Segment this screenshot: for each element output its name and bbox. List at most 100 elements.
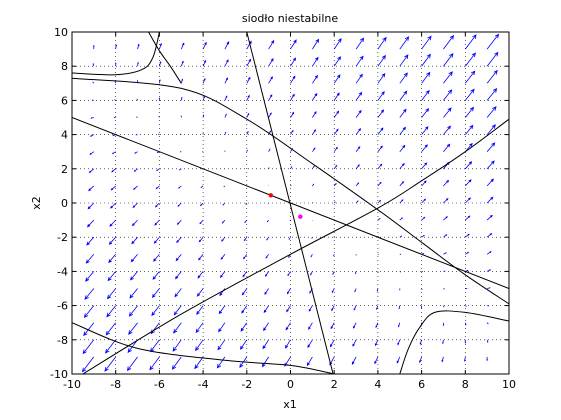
field-arrow [443, 125, 451, 135]
field-arrow [178, 185, 182, 189]
y-tick-label: -8 [57, 334, 68, 347]
field-arrow [355, 91, 363, 101]
field-arrow [111, 168, 116, 173]
field-arrow [421, 180, 427, 187]
field-arrow [133, 168, 138, 172]
field-arrow [85, 271, 95, 282]
x-tick-label: 8 [462, 378, 469, 391]
field-arrow [352, 339, 357, 347]
field-arrow [126, 356, 138, 372]
field-arrow [196, 288, 204, 297]
field-arrow [290, 129, 294, 135]
field-arrow [443, 216, 448, 221]
field-arrow [332, 271, 335, 276]
field-arrow [290, 75, 296, 84]
field-arrow [221, 236, 226, 242]
field-arrow [268, 94, 273, 101]
field-arrow [243, 254, 248, 260]
field-arrow [354, 288, 357, 293]
field-arrow [333, 92, 340, 101]
field-arrow [443, 252, 447, 255]
field-arrow [86, 236, 95, 246]
field-arrow [224, 41, 230, 50]
field-arrow [399, 144, 406, 152]
field-arrow [333, 201, 336, 204]
field-arrow [464, 34, 477, 50]
field-arrow [114, 62, 117, 67]
field-arrow [198, 236, 204, 243]
field-arrow [151, 288, 160, 299]
field-arrow [268, 167, 270, 169]
field-arrow [443, 305, 445, 308]
field-arrow [443, 143, 451, 152]
field-arrow [355, 127, 362, 135]
field-arrow [465, 161, 473, 170]
marker-point [268, 193, 274, 198]
field-arrow [153, 254, 160, 262]
field-arrow [311, 237, 313, 239]
field-arrow [333, 128, 339, 135]
field-arrow [239, 339, 248, 350]
field-arrow [443, 179, 450, 187]
field-arrow [421, 53, 431, 67]
field-arrow [106, 305, 117, 318]
field-arrow [443, 71, 453, 84]
field-arrow [195, 322, 204, 334]
y-tick-label: -6 [57, 300, 68, 313]
field-arrow [464, 322, 467, 326]
field-arrow [333, 110, 340, 118]
field-arrow [92, 81, 95, 84]
field-arrow [465, 233, 470, 238]
field-arrow [266, 219, 269, 223]
field-arrow [180, 78, 184, 84]
field-arrow [398, 305, 401, 310]
field-arrow [442, 322, 445, 327]
field-arrow [421, 35, 432, 50]
x-tick-label: -4 [198, 378, 209, 391]
field-arrow [82, 339, 95, 355]
field-arrow [261, 356, 269, 368]
field-arrow [81, 356, 95, 373]
field-arrow [333, 38, 342, 50]
field-arrow [89, 134, 94, 137]
field-arrow [174, 288, 182, 298]
field-arrow [308, 305, 313, 312]
field-arrow [180, 133, 182, 135]
y-tick-label: -2 [57, 231, 68, 244]
field-arrow [137, 61, 139, 67]
field-arrow [262, 339, 269, 350]
field-arrow [155, 185, 160, 190]
field-arrow [399, 126, 406, 135]
marker-point [298, 214, 303, 219]
field-arrow [397, 339, 401, 346]
field-arrow [377, 253, 379, 256]
x-tick-label: 0 [287, 378, 294, 391]
field-arrow [108, 236, 116, 245]
field-arrow [128, 322, 138, 335]
field-arrow [397, 322, 401, 328]
field-arrow [399, 162, 405, 170]
field-arrow [375, 322, 379, 328]
field-arrow [268, 76, 273, 84]
y-tick-label: -10 [50, 368, 68, 381]
x-tick-label: 4 [374, 378, 381, 391]
field-arrow [355, 37, 365, 50]
field-arrow [89, 151, 95, 155]
field-arrow [223, 185, 226, 188]
field-arrow [84, 288, 95, 300]
field-arrow [90, 117, 94, 119]
field-arrow [129, 288, 138, 299]
field-arrow [374, 339, 379, 347]
field-arrow [246, 94, 250, 101]
field-arrow [216, 356, 226, 369]
field-arrow [104, 356, 117, 372]
field-arrow [351, 356, 357, 365]
field-arrow [286, 288, 291, 295]
field-arrow [159, 79, 161, 84]
field-arrow [109, 219, 116, 227]
field-arrow [202, 78, 206, 84]
field-arrow [443, 107, 452, 118]
field-arrow [151, 305, 160, 317]
field-arrow [202, 59, 207, 67]
field-arrow [263, 305, 269, 314]
